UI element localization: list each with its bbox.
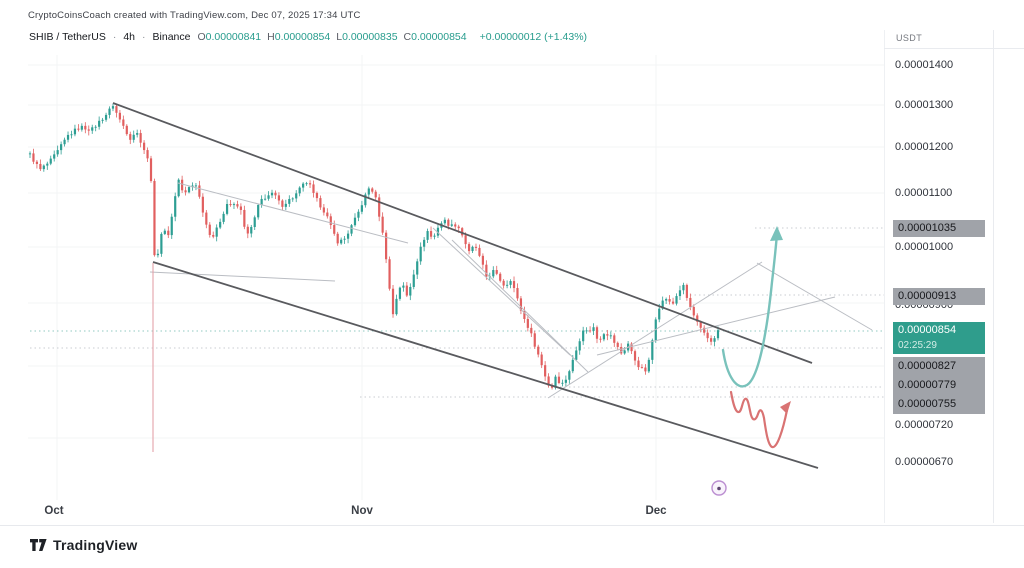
price-axis-label: 0.00001400	[895, 58, 954, 71]
time-scale-border	[0, 525, 1024, 526]
price-level-badge: 0.00000755	[893, 395, 985, 414]
symbol-title[interactable]: SHIB / TetherUS	[29, 31, 106, 43]
time-axis-label-dec: Dec	[645, 505, 667, 517]
change-value: +0.00000012 (+1.43%)	[479, 31, 588, 43]
price-scale-right-border	[993, 30, 994, 523]
ohlc-l: L0.00000835	[336, 31, 398, 43]
upper-channel	[112, 102, 813, 364]
ohlc-c: C0.00000854	[403, 31, 467, 43]
grid-lines	[28, 55, 884, 500]
price-level-badge: 0.00001035	[893, 220, 985, 237]
legend-separator: ·	[142, 31, 146, 43]
trend-lines	[112, 102, 873, 469]
bullish-arrow-head	[770, 226, 783, 241]
bearish-arrow-head	[780, 401, 791, 414]
forecast-arrows	[711, 226, 791, 496]
currency-label: USDT	[896, 33, 923, 43]
last-price-badge: 0.00000854 02:25:29	[893, 322, 985, 354]
price-axis-label: 0.00001000	[895, 240, 954, 253]
exchange-label: Binance	[152, 31, 191, 43]
level-lines	[30, 227, 884, 398]
bullish-arrow	[721, 232, 779, 388]
ohlc-values: O0.00000841 H0.00000854 L0.00000835 C0.0000…	[197, 31, 472, 43]
tradingview-logo-icon	[30, 538, 47, 551]
price-axis-label: 0.00001100	[895, 186, 953, 199]
lower-channel	[152, 261, 819, 469]
price-axis-label: 0.00001200	[895, 140, 954, 153]
price-scale-border	[884, 30, 885, 523]
price-level-badge: 0.00000827	[893, 357, 985, 376]
last-price-value: 0.00000854	[898, 324, 957, 336]
price-axis-label: 0.00001300	[895, 98, 954, 111]
price-level-badge: 0.00000779	[893, 376, 985, 395]
candles	[28, 103, 720, 390]
time-axis-label-nov: Nov	[351, 505, 373, 517]
time-axis-label-oct: Oct	[44, 505, 64, 517]
symbol-legend[interactable]: SHIB / TetherUS · 4h · Binance O0.000008…	[29, 31, 587, 43]
price-axis-label: 0.00000720	[895, 418, 954, 431]
legend-separator: ·	[112, 31, 117, 43]
bearish-arrow	[729, 390, 789, 449]
price-level-badge: 0.00000913	[893, 288, 985, 305]
tradingview-logo-text: TradingView	[53, 537, 138, 553]
ohlc-o: O0.00000841	[197, 31, 262, 43]
interval-label[interactable]: 4h	[123, 31, 136, 43]
bar-countdown: 02:25:29	[898, 340, 937, 351]
tradingview-logo[interactable]: TradingView	[30, 537, 137, 553]
usdt-separator	[884, 48, 1024, 49]
price-axis-label: 0.00000670	[895, 455, 954, 468]
ohlc-h: H0.00000854	[267, 31, 331, 43]
attribution-text: CryptoCoinsCoach created with TradingVie…	[28, 10, 361, 21]
